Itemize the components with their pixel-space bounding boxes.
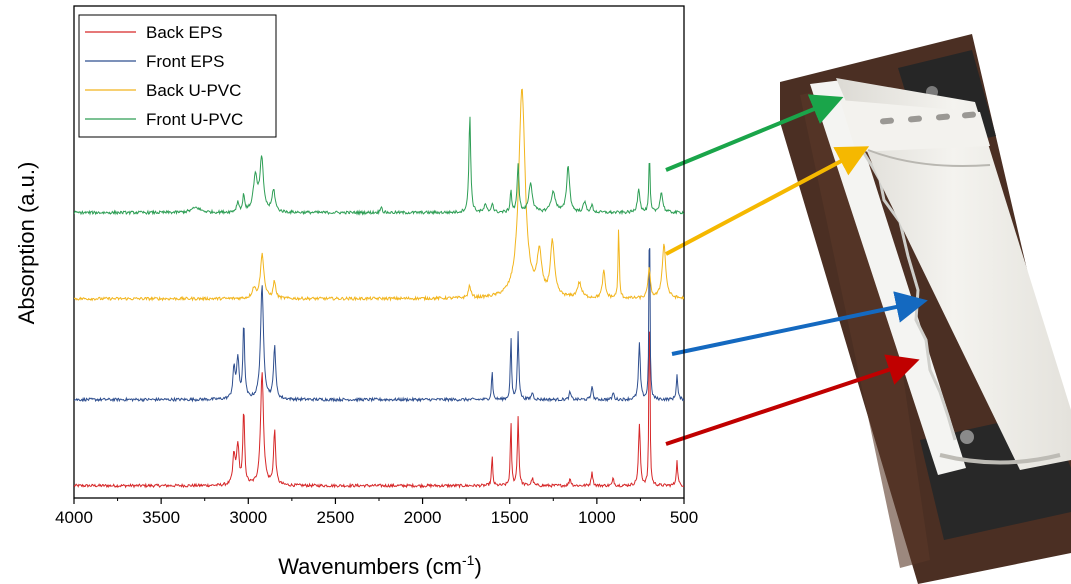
vinyl-panel — [836, 78, 1071, 470]
x-tick-label: 1000 — [578, 508, 616, 527]
y-axis-label: Absorption (a.u.) — [14, 162, 39, 325]
siding-sample-photo — [780, 34, 1071, 584]
x-tick-label: 2500 — [317, 508, 355, 527]
legend: Back EPS Front EPS Back U-PVC Front U-PVC — [78, 14, 277, 138]
panel-lower-lip — [939, 453, 1061, 465]
x-tick-label: 4000 — [55, 508, 93, 527]
x-axis-label: Wavenumbers (cm-1) — [278, 552, 482, 579]
legend-label: Back EPS — [146, 23, 223, 42]
series-line-front-u-pvc — [74, 116, 684, 216]
legend-box — [78, 14, 277, 138]
x-tick-label: 3500 — [142, 508, 180, 527]
arrow-front-upvc — [665, 94, 844, 172]
panel-crease — [867, 149, 991, 167]
x-tick-label: 3000 — [229, 508, 267, 527]
arrow-front-eps — [671, 291, 928, 356]
nail-slot — [962, 111, 976, 119]
spectra — [74, 88, 684, 489]
wood-grain-overlay — [800, 82, 930, 568]
series-line-front-eps — [74, 248, 684, 403]
x-axis-label-sup: -1 — [462, 552, 475, 568]
x-axis-label-main: Wavenumbers (cm — [278, 554, 462, 579]
x-tick-label: 1500 — [491, 508, 529, 527]
foam-backing — [810, 80, 966, 475]
x-tick-label: 2000 — [404, 508, 442, 527]
nailing-hem — [840, 100, 990, 152]
nail-slot — [880, 117, 894, 125]
series-line-back-u-pvc — [74, 88, 684, 302]
arrow-back-eps — [665, 354, 920, 446]
series-line-back-eps — [74, 331, 684, 489]
x-tick-label: 500 — [670, 508, 698, 527]
x-axis-label-close: ) — [474, 554, 481, 579]
x-axis: 4000 3500 3000 2500 2000 1500 1000 500 — [55, 498, 698, 527]
legend-label: Back U-PVC — [146, 81, 241, 100]
arrow-back-upvc — [665, 146, 870, 256]
nail-slot — [936, 113, 950, 121]
legend-label: Front U-PVC — [146, 110, 243, 129]
legend-label: Front EPS — [146, 52, 224, 71]
nail-slot — [908, 115, 922, 123]
annotation-arrows — [665, 94, 928, 446]
bracket-screw — [960, 430, 974, 444]
